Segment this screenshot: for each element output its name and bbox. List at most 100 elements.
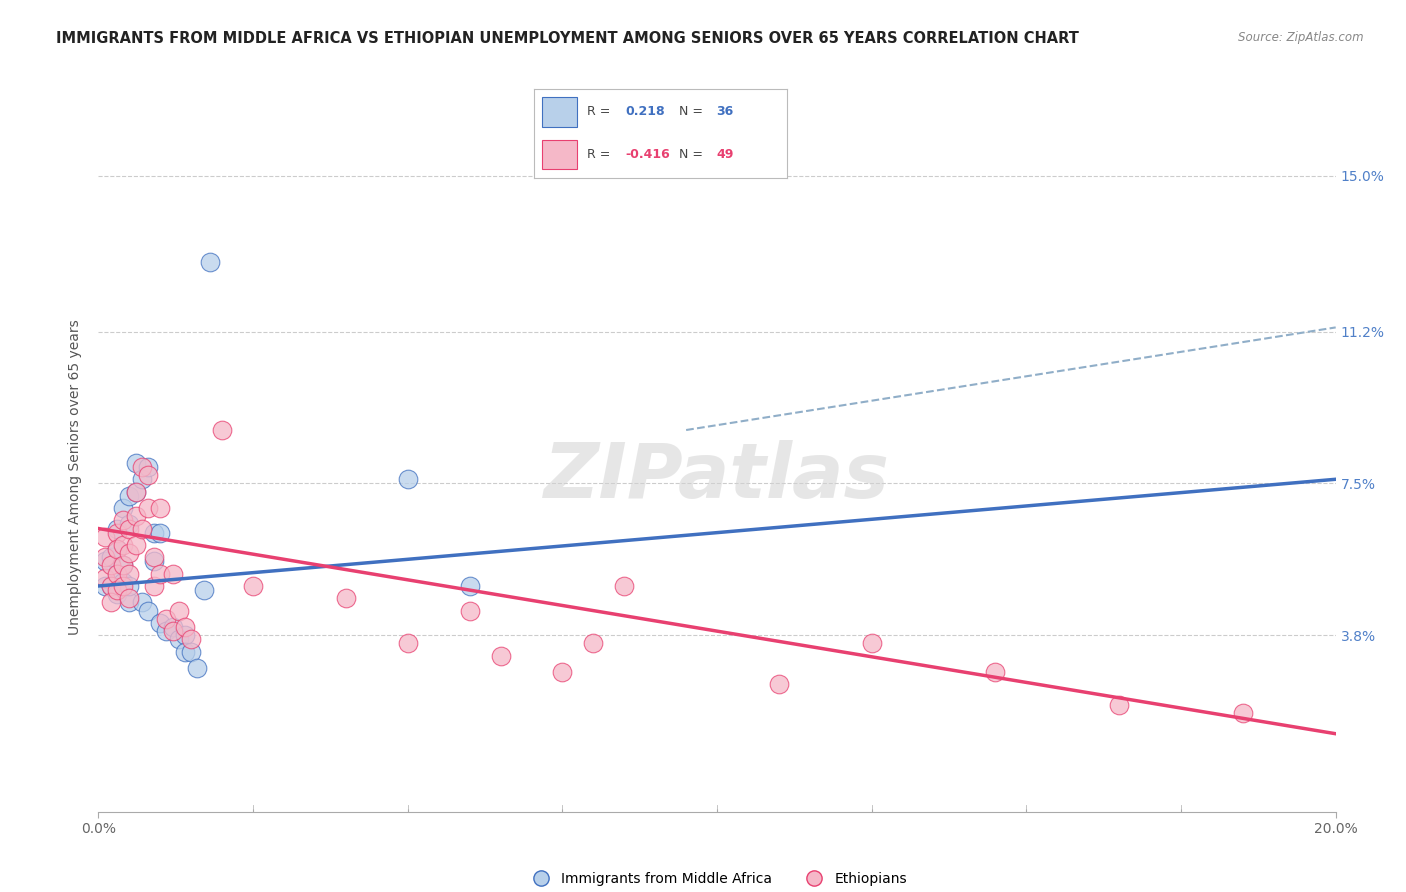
Point: [112, 574, 135, 589]
Point: [458, 579, 481, 593]
Point: [242, 579, 264, 593]
Text: 36: 36: [717, 105, 734, 119]
Point: [93, 571, 115, 585]
Point: [100, 595, 122, 609]
Point: [149, 501, 172, 516]
Point: [582, 636, 605, 650]
Text: R =: R =: [588, 148, 614, 161]
Point: [174, 645, 197, 659]
Text: ZIPatlas: ZIPatlas: [544, 441, 890, 514]
Point: [105, 542, 128, 557]
Point: [118, 595, 141, 609]
Point: [551, 665, 574, 680]
Text: IMMIGRANTS FROM MIDDLE AFRICA VS ETHIOPIAN UNEMPLOYMENT AMONG SENIORS OVER 65 YE: IMMIGRANTS FROM MIDDLE AFRICA VS ETHIOPI…: [56, 31, 1080, 46]
Point: [860, 636, 883, 650]
Point: [112, 558, 135, 573]
Point: [162, 566, 184, 581]
Point: [118, 522, 141, 536]
Point: [162, 620, 184, 634]
Text: N =: N =: [679, 105, 707, 119]
Point: [112, 558, 135, 573]
Point: [124, 538, 146, 552]
Point: [105, 566, 128, 581]
Point: [613, 579, 636, 593]
Point: [124, 484, 146, 499]
Point: [112, 538, 135, 552]
Point: [198, 254, 221, 268]
Point: [174, 628, 197, 642]
Point: [335, 591, 357, 606]
Point: [118, 489, 141, 503]
Point: [143, 554, 166, 568]
Point: [149, 566, 172, 581]
Point: [396, 636, 419, 650]
Point: [167, 604, 190, 618]
Point: [100, 558, 122, 573]
Point: [167, 632, 190, 647]
Point: [149, 615, 172, 630]
Point: [93, 550, 115, 565]
Point: [112, 501, 135, 516]
Point: [100, 579, 122, 593]
Point: [143, 550, 166, 565]
Bar: [541, 97, 578, 127]
Point: [124, 509, 146, 524]
Point: [93, 554, 115, 568]
Text: 0.218: 0.218: [626, 105, 665, 119]
Text: 49: 49: [717, 148, 734, 161]
Point: [118, 546, 141, 560]
Point: [105, 587, 128, 601]
Point: [186, 661, 208, 675]
Point: [112, 513, 135, 527]
Point: [1232, 706, 1254, 721]
Point: [118, 566, 141, 581]
Text: N =: N =: [679, 148, 707, 161]
Point: [105, 522, 128, 536]
Point: [100, 550, 122, 565]
Point: [143, 579, 166, 593]
Point: [143, 525, 166, 540]
Point: [180, 632, 202, 647]
Point: [149, 525, 172, 540]
Point: [396, 472, 419, 486]
Y-axis label: Unemployment Among Seniors over 65 years: Unemployment Among Seniors over 65 years: [69, 319, 83, 635]
Point: [105, 525, 128, 540]
Point: [131, 522, 153, 536]
Point: [124, 484, 146, 499]
Point: [768, 677, 790, 691]
Point: [155, 624, 177, 639]
Text: R =: R =: [588, 105, 614, 119]
Legend: Immigrants from Middle Africa, Ethiopians: Immigrants from Middle Africa, Ethiopian…: [522, 867, 912, 892]
Point: [93, 530, 115, 544]
Point: [458, 604, 481, 618]
Point: [93, 579, 115, 593]
Point: [118, 591, 141, 606]
Point: [136, 604, 159, 618]
Text: Source: ZipAtlas.com: Source: ZipAtlas.com: [1239, 31, 1364, 45]
Point: [131, 595, 153, 609]
Point: [124, 456, 146, 470]
Point: [211, 423, 233, 437]
Point: [180, 645, 202, 659]
Point: [136, 501, 159, 516]
Point: [489, 648, 512, 663]
Text: -0.416: -0.416: [626, 148, 671, 161]
Point: [105, 583, 128, 598]
Point: [100, 579, 122, 593]
Point: [118, 517, 141, 532]
Point: [105, 566, 128, 581]
Point: [136, 468, 159, 483]
Point: [131, 472, 153, 486]
Bar: [541, 140, 578, 169]
Point: [162, 624, 184, 639]
Point: [131, 459, 153, 474]
Point: [118, 579, 141, 593]
Point: [155, 612, 177, 626]
Point: [1108, 698, 1130, 712]
Point: [174, 620, 197, 634]
Point: [105, 542, 128, 557]
Point: [112, 579, 135, 593]
Point: [193, 583, 215, 598]
Point: [984, 665, 1007, 680]
Point: [136, 459, 159, 474]
